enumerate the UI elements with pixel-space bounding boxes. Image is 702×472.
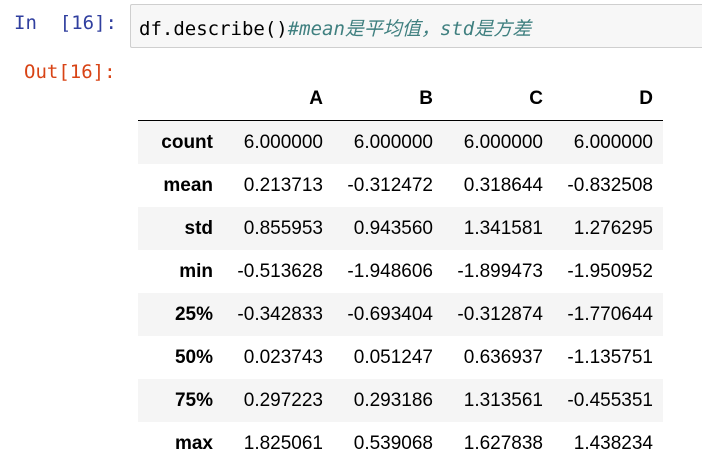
table-cell: 6.000000 [353,131,433,153]
table-cell: 6.000000 [573,131,653,153]
table-cell: 0.297223 [243,389,323,411]
table-row: 50% 0.023743 0.051247 0.636937 -1.135751 [138,336,663,379]
describe-output-table: A B C D count 6.000000 6.000000 6.000000… [138,78,663,465]
index-header [138,78,223,121]
row-label: 50% [174,346,213,368]
table-cell: 0.318644 [463,174,543,196]
table-cell: 0.051247 [353,346,433,368]
table-cell: 1.313561 [463,389,543,411]
table-cell: -0.513628 [237,260,323,282]
table-cell: 1.825061 [243,432,323,454]
table-row: mean 0.213713 -0.312472 0.318644 -0.8325… [138,164,663,207]
input-prompt: In [16]: [14,12,117,34]
column-header: D [639,88,653,109]
table-cell: -0.342833 [237,303,323,325]
row-label: 25% [174,303,213,325]
table-cell: -0.832508 [567,174,653,196]
table-cell: 6.000000 [243,131,323,153]
output-prompt: Out[16]: [24,61,116,83]
table-cell: -1.950952 [567,260,653,282]
table-cell: 0.213713 [243,174,323,196]
table-cell: 0.023743 [243,346,323,368]
table-row: min -0.513628 -1.948606 -1.899473 -1.950… [138,250,663,293]
table-header-row: A B C D [138,78,663,121]
table-cell: -1.948606 [347,260,433,282]
table-cell: 1.341581 [463,217,543,239]
row-label: std [184,217,214,239]
table-row: std 0.855953 0.943560 1.341581 1.276295 [138,207,663,250]
table-row: max 1.825061 0.539068 1.627838 1.438234 [138,422,663,465]
column-header: B [419,88,433,109]
table-cell: -1.135751 [567,346,653,368]
table-cell: 0.293186 [353,389,433,411]
table-cell: -0.312874 [457,303,543,325]
column-header: C [529,88,543,109]
table-row: 75% 0.297223 0.293186 1.313561 -0.455351 [138,379,663,422]
table-cell: -1.899473 [457,260,543,282]
column-header: A [309,88,323,109]
code-cell-editor[interactable]: df.describe()#mean是平均值，std是方差 [130,4,702,48]
table-cell: 6.000000 [463,131,543,153]
table-cell: 1.276295 [573,217,653,239]
code-comment: #mean是平均值，std是方差 [287,18,532,40]
table-cell: -0.693404 [347,303,433,325]
table-cell: -0.455351 [567,389,653,411]
table-cell: 0.943560 [353,217,433,239]
table-cell: -1.770644 [567,303,653,325]
table-row: count 6.000000 6.000000 6.000000 6.00000… [138,120,663,164]
row-label: mean [163,174,213,196]
row-label: 75% [174,389,213,411]
code-text: df.describe() [139,18,288,40]
table-row: 25% -0.342833 -0.693404 -0.312874 -1.770… [138,293,663,336]
table-cell: 0.855953 [243,217,323,239]
table-cell: 0.636937 [463,346,543,368]
table-cell: 1.438234 [573,432,653,454]
table-cell: 0.539068 [353,432,433,454]
table-cell: -0.312472 [347,174,433,196]
table-cell: 1.627838 [463,432,543,454]
row-label: min [179,260,213,282]
row-label: max [174,432,213,454]
row-label: count [161,131,213,153]
